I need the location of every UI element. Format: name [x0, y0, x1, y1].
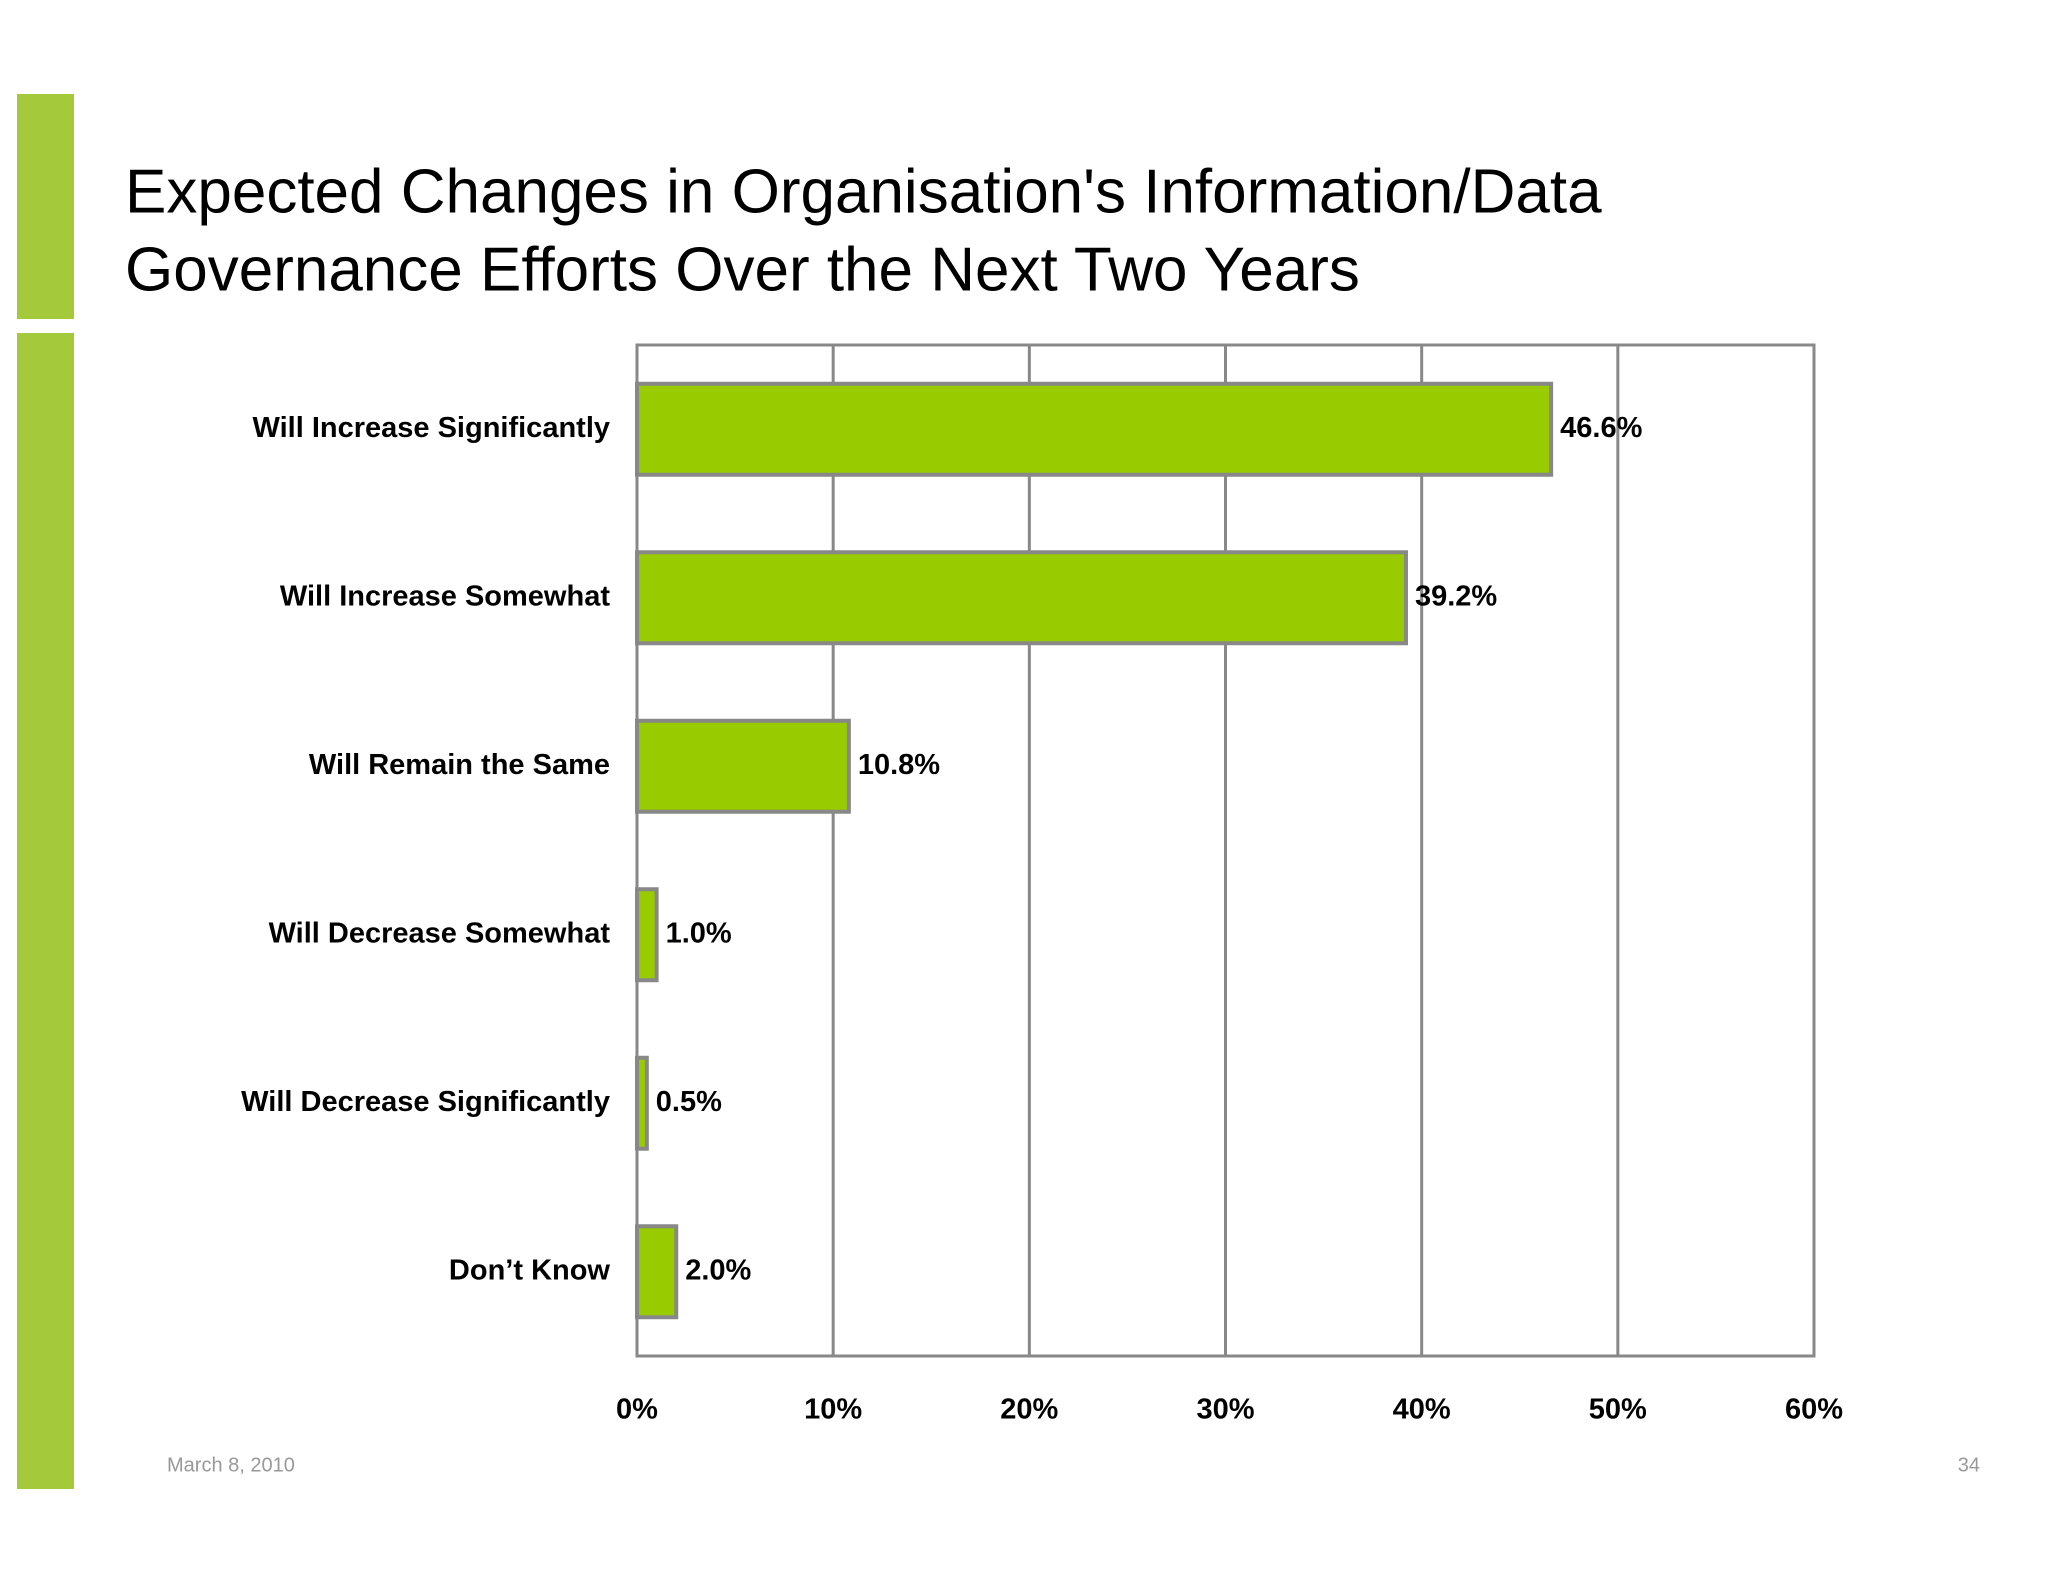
value-label: 0.5%	[656, 1086, 722, 1118]
y-tick-label: Don’t Know	[449, 1254, 611, 1286]
y-tick-label: Will Decrease Significantly	[241, 1086, 610, 1118]
x-tick-label: 50%	[1589, 1394, 1647, 1426]
y-tick-label: Will Remain the Same	[309, 749, 610, 781]
y-tick-label: Will Decrease Somewhat	[269, 917, 611, 949]
bar	[635, 550, 1408, 646]
y-tick-label: Will Increase Significantly	[252, 412, 610, 444]
y-tick-label: Will Increase Somewhat	[280, 580, 610, 612]
x-tick-label: 40%	[1393, 1394, 1451, 1426]
footer-date: March 8, 2010	[167, 1454, 295, 1476]
value-label: 10.8%	[858, 749, 940, 781]
x-tick-label: 0%	[616, 1394, 658, 1426]
bar	[635, 1055, 649, 1151]
bar	[635, 887, 659, 983]
x-tick-label: 20%	[1000, 1394, 1058, 1426]
chart-title: Governance Efforts Over the Next Two Yea…	[125, 235, 1360, 304]
bar	[635, 381, 1554, 477]
page-number: 34	[1958, 1454, 1980, 1476]
value-label: 46.6%	[1560, 412, 1642, 444]
accent-bar	[17, 333, 74, 1489]
value-label: 1.0%	[666, 917, 732, 949]
x-tick-label: 30%	[1196, 1394, 1254, 1426]
bar	[635, 718, 851, 814]
accent-bar	[17, 94, 74, 319]
bar	[635, 1224, 679, 1320]
value-label: 39.2%	[1415, 580, 1497, 612]
value-label: 2.0%	[685, 1254, 751, 1286]
chart-title: Expected Changes in Organisation's Infor…	[125, 157, 1602, 226]
x-tick-label: 10%	[804, 1394, 862, 1426]
x-tick-label: 60%	[1785, 1394, 1843, 1426]
